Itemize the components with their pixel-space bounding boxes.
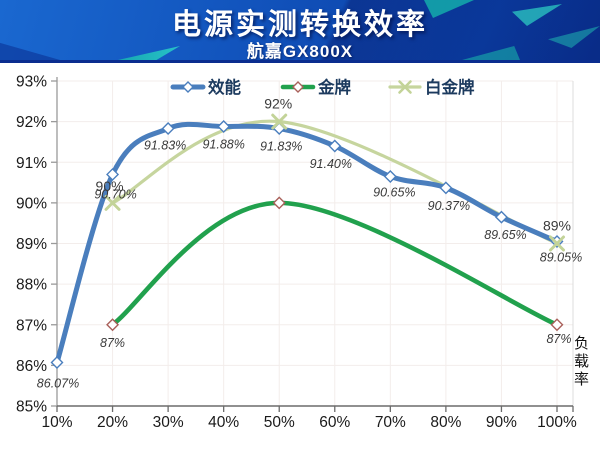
x-axis-title: 负载率 [572, 335, 589, 389]
x-tick-label: 60% [319, 414, 350, 431]
x-tick-label: 50% [264, 414, 295, 431]
data-label: 89.65% [484, 228, 526, 242]
data-label: 89.05% [540, 250, 582, 264]
data-label: 90.65% [373, 185, 415, 199]
series-gold-labels: 87% 87% [100, 332, 571, 350]
legend-item-gold: 金牌 [280, 77, 352, 97]
legend-item-efficiency: 效能 [170, 77, 242, 97]
x-tick-label: 70% [375, 414, 406, 431]
header-banner: 电源实测转换效率 航嘉GX800X [0, 0, 600, 63]
data-label: 91.83% [260, 140, 302, 154]
legend-label: 效能 [208, 77, 242, 97]
x-tick-label: 20% [97, 414, 128, 431]
y-tick-label: 87% [16, 317, 47, 334]
axes: 85% 86% 87% 88% 89% 90% 91% 92% 93% 10% 20% 30% 40% 5… [16, 74, 577, 432]
x-tick-label: 30% [153, 414, 184, 431]
chart-area: 85% 86% 87% 88% 89% 90% 91% 92% 93% 10% 20% 30% 40% 5… [0, 63, 600, 455]
data-label: 89% [543, 218, 571, 234]
x-tick-label: 80% [430, 414, 461, 431]
legend-item-platinum: 白金牌 [388, 77, 475, 97]
data-label: 92% [264, 96, 292, 112]
legend: 效能 金牌 白金牌 [170, 77, 475, 97]
data-label: 86.07% [37, 377, 79, 391]
data-label: 90.70% [94, 187, 136, 201]
x-tick-label: 100% [537, 414, 577, 431]
y-tick-label: 88% [16, 277, 47, 294]
data-label: 87% [546, 332, 571, 346]
x-tick-label: 40% [208, 414, 239, 431]
data-label: 87% [100, 336, 125, 350]
gridlines [57, 80, 574, 406]
y-tick-label: 89% [16, 236, 47, 253]
data-label: 91.83% [144, 139, 186, 153]
legend-label: 白金牌 [425, 77, 475, 97]
data-label: 90% [96, 178, 124, 194]
chart-title: 电源实测转换效率 [171, 9, 428, 41]
y-tick-label: 90% [16, 195, 47, 212]
y-tick-label: 85% [16, 399, 47, 416]
y-tick-label: 86% [16, 358, 47, 375]
series-gold-markers [106, 196, 564, 332]
series-efficiency-markers [50, 120, 564, 370]
x-tick-label: 90% [486, 414, 517, 431]
data-label: 91.40% [310, 157, 352, 171]
y-tick-label: 93% [16, 74, 47, 91]
efficiency-line-chart: 85% 86% 87% 88% 89% 90% 91% 92% 93% 10% 20% 30% 40% 5… [16, 74, 582, 432]
legend-label: 金牌 [317, 77, 352, 97]
data-label: 91.88% [202, 138, 244, 152]
data-label: 90.37% [428, 199, 470, 213]
y-tick-label: 91% [16, 155, 47, 172]
x-tick-label: 10% [41, 414, 72, 431]
chart-subtitle: 航嘉GX800X [246, 42, 354, 61]
series-platinum-labels: 90% 92% 89% [96, 96, 571, 234]
series-platinum-markers [104, 113, 565, 252]
series-efficiency-labels: 86.07% 90.70% 91.83% 91.88% 91.83% 91.40% 90.6… [37, 138, 582, 391]
y-tick-label: 92% [16, 114, 47, 131]
